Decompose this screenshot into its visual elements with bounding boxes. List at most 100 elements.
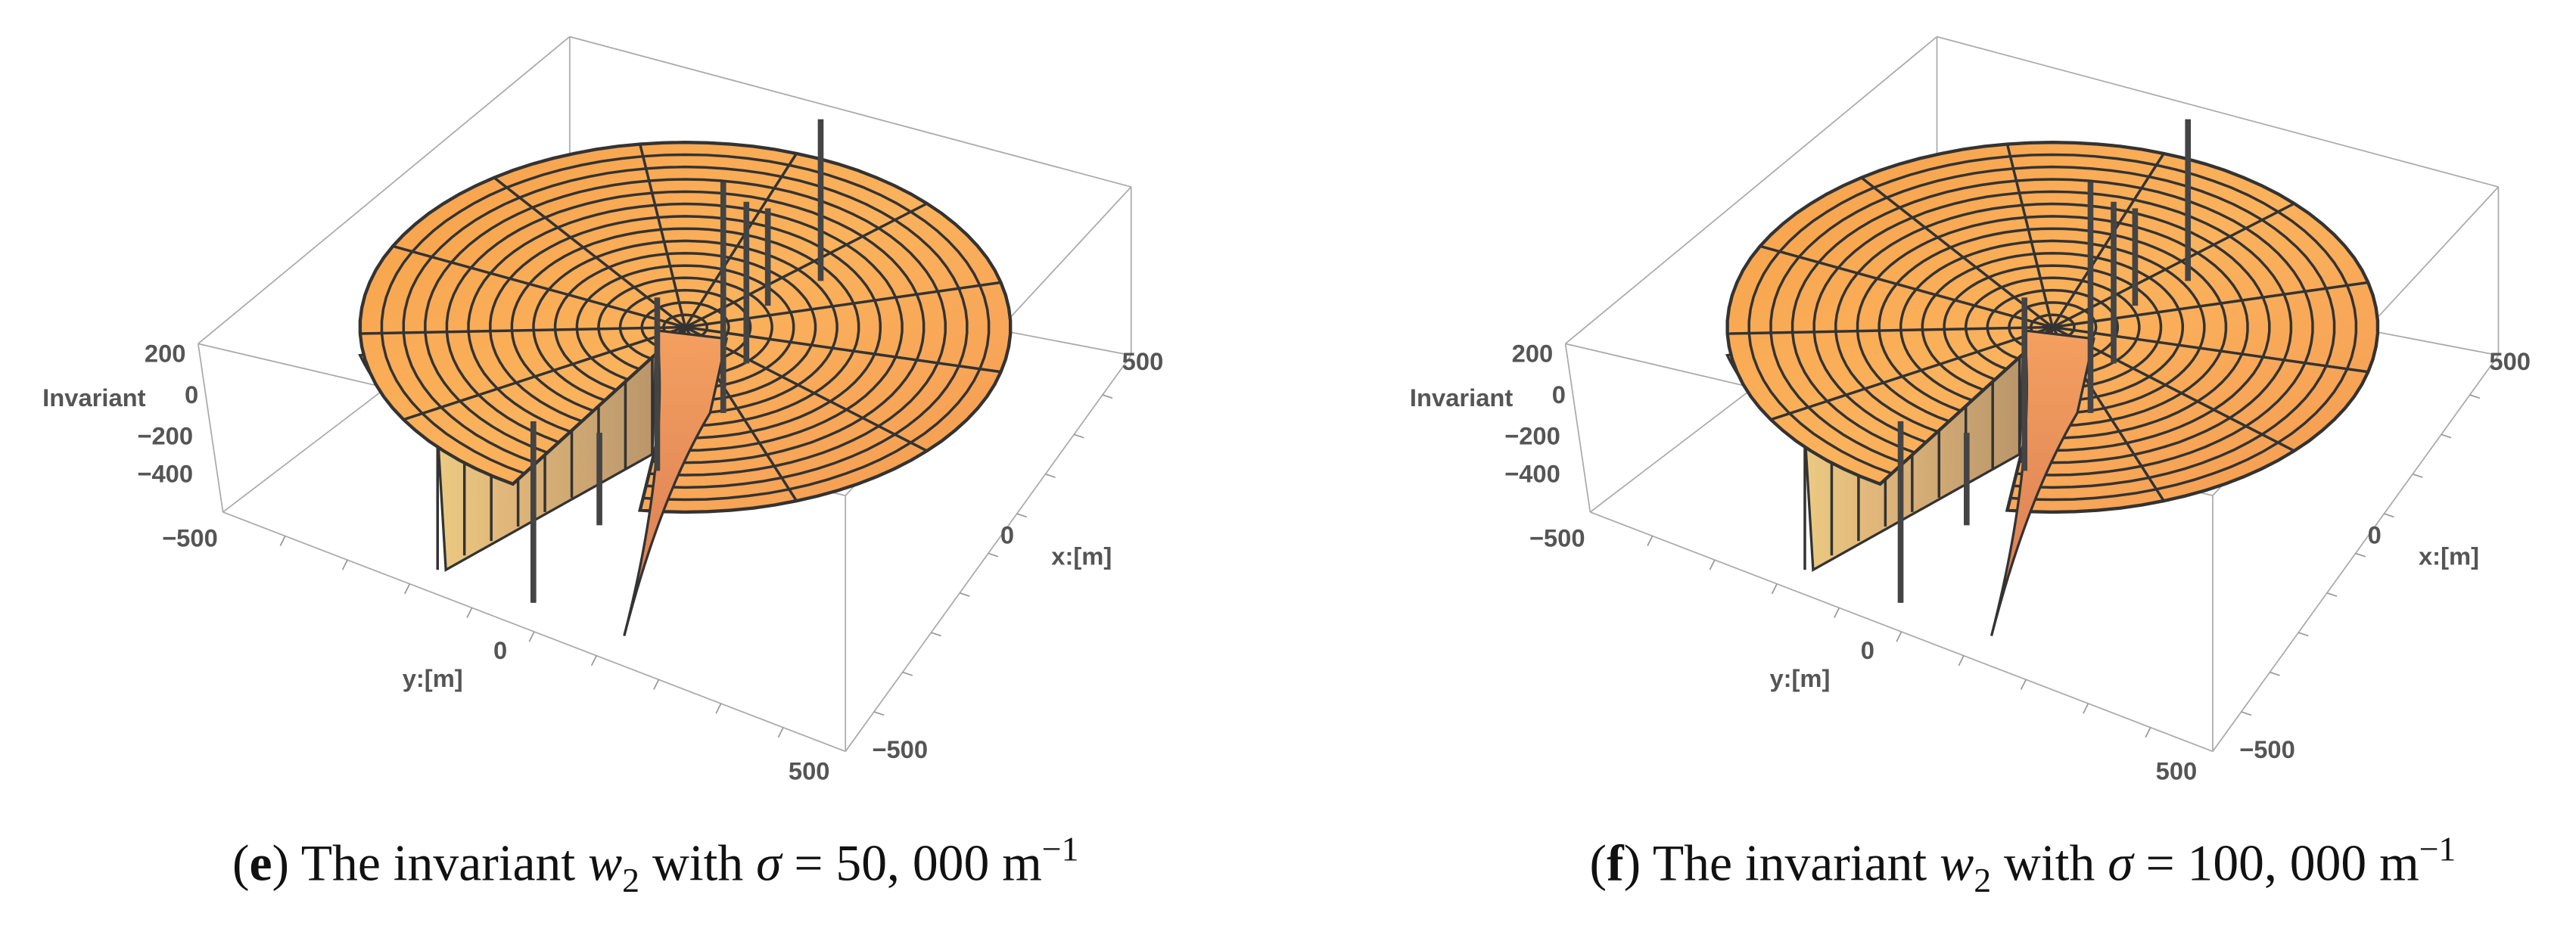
axis-tick <box>1771 583 1778 595</box>
caption-part: f <box>1607 835 1625 892</box>
x-axis-label: x:[m] <box>2419 542 2479 570</box>
axis-tick <box>279 536 286 547</box>
y-axis-label: y:[m] <box>403 664 463 692</box>
axis-tick <box>959 592 970 598</box>
axis-tick <box>2270 671 2280 676</box>
axis-tick <box>2241 711 2252 716</box>
surface-line <box>1727 325 2053 335</box>
axis-tick <box>341 559 348 570</box>
caption-part: −1 <box>2419 829 2456 868</box>
box-edge <box>1937 36 2499 188</box>
caption-part: ) The invariant <box>1624 835 1940 892</box>
axis-tick <box>777 727 784 738</box>
axis-tick <box>1958 655 1965 666</box>
z-tick-label: −500 <box>1529 524 1585 552</box>
caption-part: −1 <box>1042 829 1079 868</box>
axis-tick <box>1016 513 1028 518</box>
caption-part: with <box>1991 835 2108 892</box>
axis-tick <box>528 631 535 642</box>
axis-tick <box>404 583 411 595</box>
caption-part: 2 <box>1974 861 1991 899</box>
axis-tick <box>653 679 660 690</box>
y-tick-label: 0 <box>1861 636 1874 664</box>
x-tick-label: −500 <box>872 735 928 763</box>
axis-tick <box>2326 592 2338 598</box>
axis-tick <box>2083 703 2089 714</box>
caption-part: ( <box>1590 835 1607 892</box>
caption-part: ( <box>232 835 250 892</box>
z-tick-label: −500 <box>162 524 218 552</box>
caption: (e) The invariant w2 with σ = 50, 000 m−… <box>232 829 1079 899</box>
surface-line <box>1759 244 2053 329</box>
caption-part: = 50, 000 m <box>781 835 1041 892</box>
z-axis-label: Invariant <box>1410 384 1513 412</box>
z-tick-label: −400 <box>137 460 193 488</box>
surface-line <box>2052 281 2369 329</box>
x-axis-label: x:[m] <box>1051 542 1112 570</box>
z-axis-label: Invariant <box>42 384 145 412</box>
axis-tick <box>1073 433 1084 439</box>
surface-line <box>1770 325 2053 421</box>
axis-tick <box>2298 632 2309 637</box>
surface-line <box>493 176 686 328</box>
axis-tick <box>2020 679 2027 690</box>
surface-line <box>684 152 798 328</box>
box-edge <box>197 343 224 513</box>
caption-part: with <box>639 835 756 892</box>
axis-tick <box>2441 433 2452 439</box>
surface-line <box>1860 176 2054 328</box>
surface-line <box>2005 144 2054 328</box>
surface-line <box>2052 325 2369 374</box>
surface-line <box>685 325 1001 374</box>
surface-line <box>392 244 686 329</box>
axis-tick <box>1045 473 1056 478</box>
x-tick-label: 500 <box>1122 347 1164 375</box>
x-tick-label: 0 <box>1000 520 1014 548</box>
box-edge <box>569 36 1131 188</box>
x-tick-label: −500 <box>2239 735 2295 763</box>
y-axis-label: y:[m] <box>1769 664 1830 692</box>
axis-tick <box>1647 536 1654 547</box>
axis-tick <box>1709 559 1716 570</box>
z-tick-label: 200 <box>145 339 186 367</box>
axis-tick <box>1102 394 1113 399</box>
axis-tick <box>715 703 722 714</box>
x-tick-label: 500 <box>2489 347 2531 375</box>
x-tick-label: 0 <box>2368 520 2382 548</box>
axis-tick <box>1896 631 1902 642</box>
axis-tick <box>2384 513 2394 518</box>
box-edge <box>198 36 571 345</box>
caption-part: ) The invariant <box>272 835 589 892</box>
box-edge <box>1565 36 1938 345</box>
z-tick-label: 0 <box>185 381 198 408</box>
y-tick-label: 500 <box>789 756 830 784</box>
y-tick-label: 500 <box>2156 756 2198 784</box>
box-edge <box>1564 343 1591 513</box>
panel: 200 0 −200 −400 −500 Invariant 0 500 y:[m] 500 0 −5… <box>1410 36 2531 899</box>
axis-tick <box>1834 607 1840 618</box>
surface-line <box>403 325 686 421</box>
caption-part: w <box>588 835 622 892</box>
axis-tick <box>873 711 885 716</box>
z-tick-label: −200 <box>1504 421 1560 449</box>
z-tick-label: −400 <box>1504 460 1560 488</box>
z-tick-label: 0 <box>1552 381 1566 408</box>
surface-line <box>2051 152 2165 328</box>
caption-part: w <box>1940 835 1974 892</box>
axis-tick <box>590 655 597 666</box>
axis-tick <box>988 552 999 558</box>
caption-part: σ <box>2108 835 2135 892</box>
axis-tick <box>2355 552 2366 558</box>
axis-tick <box>2145 727 2151 738</box>
axis-tick <box>2469 394 2481 399</box>
caption: (f) The invariant w2 with σ = 100, 000 m… <box>1590 829 2456 899</box>
axis-tick <box>466 607 473 618</box>
axis-tick <box>931 632 941 637</box>
caption-part: σ <box>756 835 783 892</box>
y-tick-label: 0 <box>493 636 507 664</box>
surface-line <box>685 281 1001 329</box>
caption-part: e <box>250 835 272 892</box>
caption-part: = 100, 000 m <box>2133 835 2419 892</box>
axis-tick <box>2412 473 2423 478</box>
